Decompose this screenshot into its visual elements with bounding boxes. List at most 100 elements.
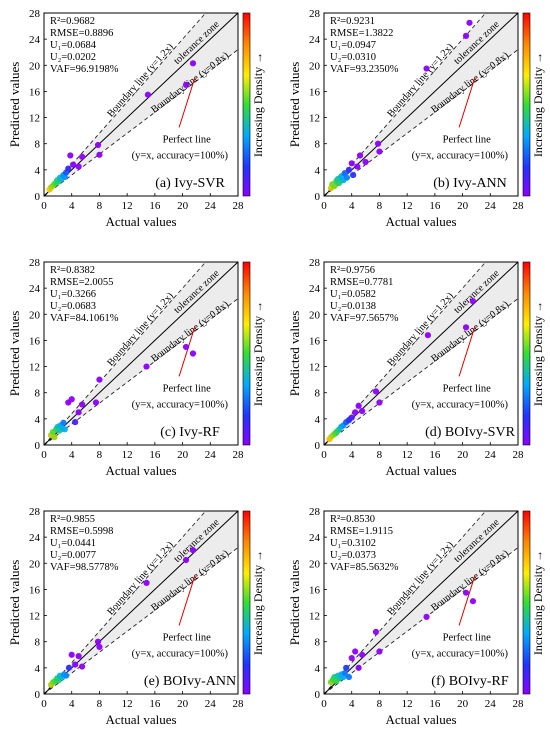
y-tick-label: 12 [29,611,40,623]
y-axis-label: Predicted values [7,311,22,397]
data-point [348,654,355,662]
x-tick-label: 16 [149,449,161,461]
metric-label: RMSE=0.5998 [50,526,113,537]
y-tick-label: 16 [309,584,321,596]
x-tick-label: 28 [233,449,245,461]
y-tick-label: 4 [35,165,41,177]
perfect-line-label: Perfect line [443,383,491,394]
panel-caption-box [424,421,516,442]
perfect-line-pointer [458,325,476,377]
y-tick-label: 20 [309,60,321,72]
x-tick-label: 12 [122,449,133,461]
y-tick-label: 24 [309,34,321,46]
x-tick-label: 8 [377,449,383,461]
metric-label: RMSE=0.8896 [50,28,113,39]
metric-label: VAF=98.5778% [50,562,119,573]
metric-label: U₁=0.3266 [50,289,96,300]
metric-label: U₁=0.0947 [330,40,376,51]
x-tick-label: 24 [485,200,497,212]
boundary-line-upper [43,12,207,197]
panel-title: (e) BOIvy-ANN [144,674,236,689]
x-tick-label: 28 [513,698,525,710]
colorbar-label: Increasing Density → [251,301,265,406]
y-tick-label: 28 [29,8,41,20]
colorbar [522,261,531,446]
colorbar-label: Increasing Density → [251,52,265,157]
metric-label: U₁=0.0441 [50,538,96,549]
boundary-line-upper [43,261,207,446]
x-tick-label: 8 [97,200,103,212]
colorbar-label: Increasing Density → [531,550,545,655]
data-point [359,651,366,658]
perfect-line-sublabel: (y=x, accuracy=100%) [412,400,509,411]
data-point [94,638,102,645]
data-point [182,343,190,351]
y-tick-label: 20 [29,60,41,72]
perfect-line-pointer [458,574,476,626]
y-tick-label: 16 [29,335,41,347]
y-tick-label: 4 [315,165,321,177]
x-tick-label: 4 [69,200,75,212]
x-tick-label: 0 [41,200,47,212]
metric-label: VAF=97.5657% [330,313,399,324]
colorbar-label: Increasing Density → [251,550,265,655]
metric-label: R²=0.9855 [50,514,95,525]
y-tick-label: 24 [309,532,321,544]
perfect-line [43,261,239,446]
y-tick-label: 28 [309,8,321,20]
perfect-line-label: Perfect line [443,134,491,145]
x-tick-label: 12 [402,449,413,461]
x-tick-label: 16 [149,200,161,212]
x-tick-label: 24 [205,698,217,710]
y-tick-label: 24 [29,532,41,544]
plot-frame [43,12,239,197]
perfect-line-label: Perfect line [443,632,491,643]
data-point [462,32,470,39]
boundary-line-lower [323,49,519,197]
panel-caption-box [424,172,516,193]
x-tick-label: 8 [97,449,103,461]
perfect-line-sublabel: (y=x, accuracy=100%) [132,400,229,411]
x-tick-label: 16 [429,200,441,212]
x-tick-label: 8 [97,698,103,710]
data-point [424,332,432,339]
panel-title: (b) Ivy-ANN [433,176,506,191]
panel-title: (f) BOIvy-RF [431,674,509,689]
y-tick-label: 4 [315,663,321,675]
scatter-panel-5: 00 4 4 8 8 12 12 16 16 20 20 24 24 28 28 Actual values P… [287,506,545,727]
colorbar [522,12,531,197]
scatter-panel-3: 00 4 4 8 8 12 12 16 16 20 20 24 24 28 28 Actual values P… [287,257,545,478]
metric-label: U₂=0.0202 [50,52,96,63]
plot-frame [43,261,239,446]
data-point [376,148,383,155]
metric-label: U₁=0.0582 [330,289,376,300]
x-tick-label: 20 [457,449,469,461]
x-tick-label: 0 [321,200,327,212]
x-axis-label: Actual values [385,214,456,229]
metric-label: VAF=85.5632% [330,562,399,573]
metric-label: R²=0.9231 [330,16,375,27]
metric-label: VAF=93.2350% [330,64,399,75]
x-tick-label: 20 [457,200,469,212]
x-tick-label: 0 [41,698,47,710]
metric-label: RMSE=1.3822 [330,28,393,39]
data-point [143,363,150,370]
x-tick-label: 16 [149,698,161,710]
data-point [96,151,103,158]
y-tick-label: 28 [29,506,41,518]
panel-title: (d) BOIvy-SVR [425,425,515,440]
y-tick-label: 16 [29,86,41,98]
metric-label: RMSE=1.9115 [330,526,393,537]
boundary-line-lower [43,547,239,695]
data-point [462,324,470,331]
plot-frame [323,510,519,695]
colorbar [242,12,251,197]
boundary-line-upper [323,261,487,446]
panel-title: (c) Ivy-RF [160,425,220,440]
x-tick-label: 4 [69,449,75,461]
metric-label: R²=0.8382 [50,265,95,276]
y-tick-label: 4 [315,414,321,426]
x-tick-label: 16 [429,449,441,461]
data-point [355,664,362,671]
x-tick-label: 28 [513,200,525,212]
